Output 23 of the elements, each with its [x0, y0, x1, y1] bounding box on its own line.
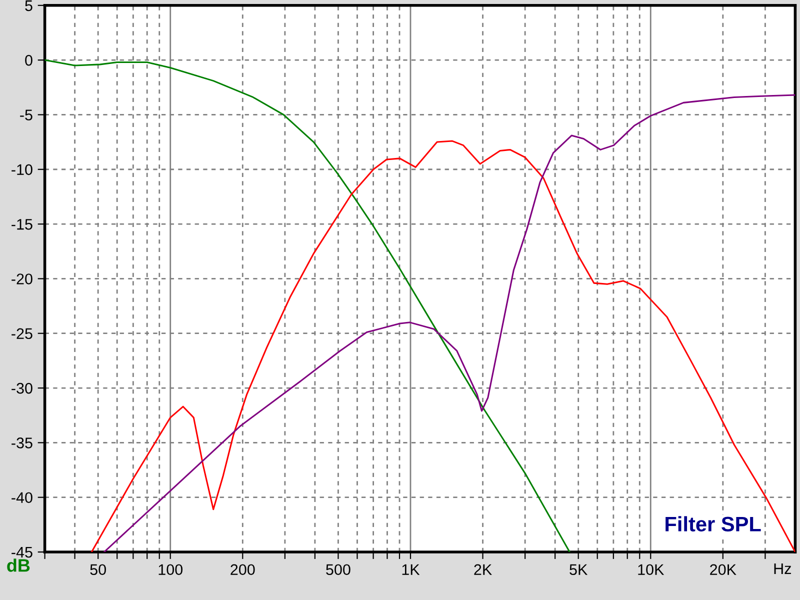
x-axis-title: Hz	[774, 563, 791, 574]
y-tick-label: -25	[12, 328, 32, 340]
x-tick-label: 500	[326, 564, 350, 576]
x-tick-label: 200	[230, 564, 255, 576]
x-tick-label: 100	[158, 564, 183, 576]
y-tick-label: -20	[12, 274, 32, 284]
y-tick-label: -45	[12, 547, 32, 558]
x-tick-label: 2K	[474, 564, 492, 575]
x-tick-label: 20K	[710, 564, 736, 576]
y-tick-label: 5	[25, 0, 32, 12]
y-tick-label: -10	[12, 164, 32, 176]
y-tick-label: -15	[12, 219, 32, 230]
y-tick-label: 0	[25, 54, 32, 66]
y-axis-title: dB	[7, 558, 30, 572]
x-tick-label: 50	[90, 564, 106, 576]
y-tick-label: -40	[12, 492, 32, 504]
x-tick-label: 5K	[570, 564, 588, 576]
text: Filter SPL	[666, 516, 761, 532]
x-tick-label: 1K	[402, 564, 420, 575]
y-tick-label: -5	[20, 110, 32, 120]
y-tick-label: -35	[12, 438, 32, 448]
y-tick-label: -30	[12, 382, 32, 394]
x-tick-label: 10K	[638, 564, 664, 576]
